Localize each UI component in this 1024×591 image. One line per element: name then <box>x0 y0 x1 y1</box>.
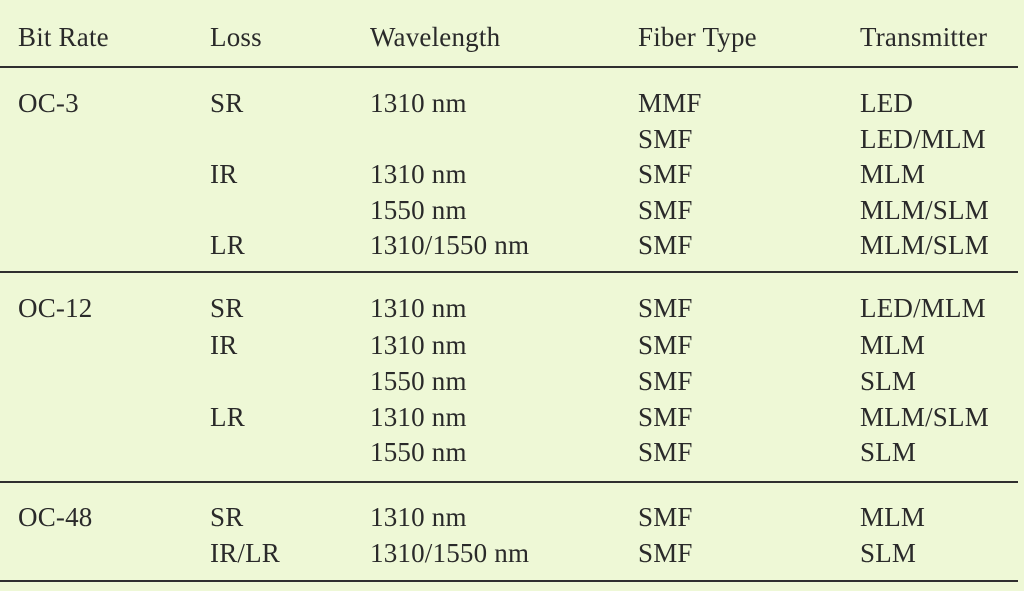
wavelength-cell: 1310 nm <box>370 330 467 360</box>
header-wavelength: Wavelength <box>370 22 501 52</box>
fiber-type-cell: SMF <box>638 124 693 154</box>
bit-rate-cell: OC-12 <box>18 293 93 323</box>
wavelength-cell: 1550 nm <box>370 366 467 396</box>
loss-cell: LR <box>210 402 245 432</box>
fiber-type-cell: SMF <box>638 195 693 225</box>
transmitter-cell: LED/MLM <box>860 293 986 323</box>
wavelength-cell: 1310 nm <box>370 402 467 432</box>
wavelength-cell: 1550 nm <box>370 437 467 467</box>
transmitter-cell: MLM/SLM <box>860 402 989 432</box>
loss-cell: SR <box>210 88 244 118</box>
loss-cell: IR <box>210 330 238 360</box>
fiber-type-cell: SMF <box>638 538 693 568</box>
transmitter-cell: SLM <box>860 366 917 396</box>
transmitter-cell: SLM <box>860 538 917 568</box>
fiber-type-cell: SMF <box>638 437 693 467</box>
fiber-type-cell: SMF <box>638 330 693 360</box>
group-rule <box>0 481 1018 483</box>
fiber-type-cell: SMF <box>638 159 693 189</box>
transmitter-cell: MLM <box>860 330 926 360</box>
header-rule <box>0 66 1018 68</box>
transmitter-cell: SLM <box>860 437 917 467</box>
header-bit-rate: Bit Rate <box>18 22 109 52</box>
header-loss: Loss <box>210 22 262 52</box>
loss-cell: IR <box>210 159 238 189</box>
transmitter-cell: LED <box>860 88 914 118</box>
wavelength-cell: 1310/1550 nm <box>370 230 530 260</box>
fiber-type-cell: SMF <box>638 502 693 532</box>
wavelength-cell: 1310 nm <box>370 502 467 532</box>
bottom-rule <box>0 580 1018 582</box>
wavelength-cell: 1310 nm <box>370 293 467 323</box>
wavelength-cell: 1550 nm <box>370 195 467 225</box>
transmitter-cell: MLM <box>860 159 926 189</box>
header-fiber-type: Fiber Type <box>638 22 757 52</box>
fiber-type-cell: MMF <box>638 88 702 118</box>
header-transmitter: Transmitter <box>860 22 988 52</box>
loss-cell: SR <box>210 293 244 323</box>
loss-cell: SR <box>210 502 244 532</box>
transmitter-cell: MLM/SLM <box>860 230 989 260</box>
bit-rate-cell: OC-3 <box>18 88 79 118</box>
wavelength-cell: 1310 nm <box>370 88 467 118</box>
fiber-type-cell: SMF <box>638 293 693 323</box>
wavelength-cell: 1310/1550 nm <box>370 538 530 568</box>
wavelength-cell: 1310 nm <box>370 159 467 189</box>
fiber-type-cell: SMF <box>638 230 693 260</box>
bit-rate-cell: OC-48 <box>18 502 93 532</box>
loss-cell: IR/LR <box>210 538 281 568</box>
transmitter-cell: MLM <box>860 502 926 532</box>
fiber-type-cell: SMF <box>638 402 693 432</box>
fiber-type-cell: SMF <box>638 366 693 396</box>
loss-cell: LR <box>210 230 245 260</box>
group-rule <box>0 271 1018 273</box>
transmitter-cell: MLM/SLM <box>860 195 989 225</box>
transmitter-cell: LED/MLM <box>860 124 986 154</box>
